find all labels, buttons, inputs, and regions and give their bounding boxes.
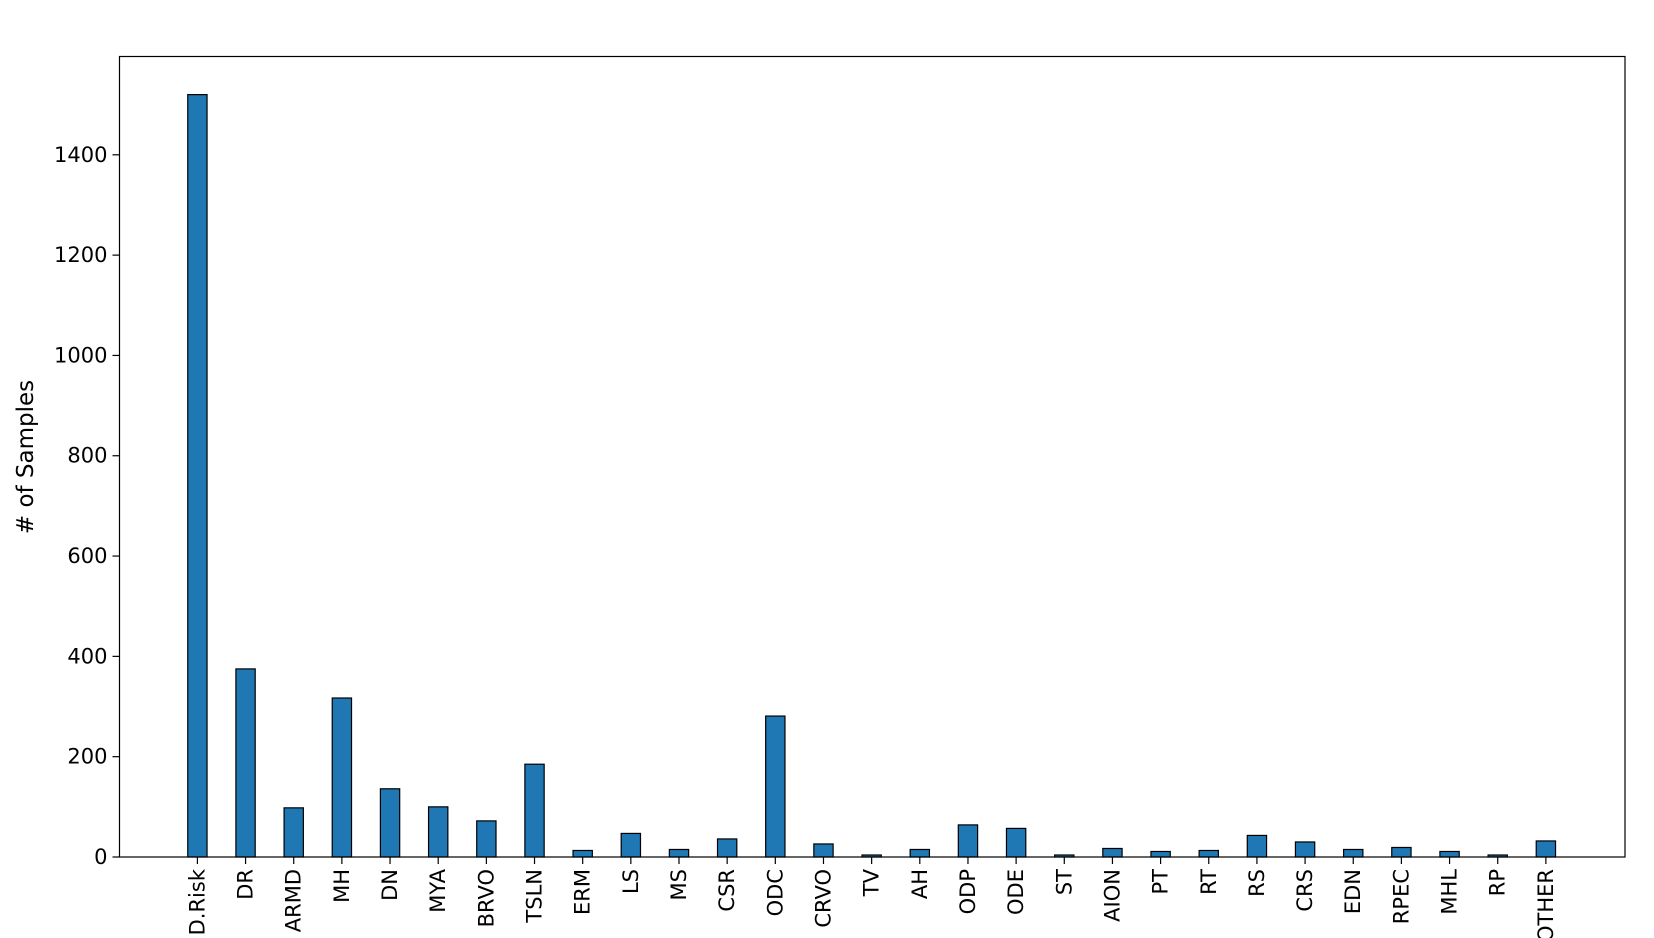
x-tick-label: CRS — [1293, 869, 1317, 912]
bar — [1294, 841, 1316, 858]
bar — [716, 838, 738, 858]
bar — [331, 697, 353, 858]
x-tick-label: TSLN — [523, 869, 547, 924]
x-tick-label: MS — [667, 869, 691, 900]
bar — [1102, 847, 1123, 858]
bar — [283, 807, 304, 858]
bar — [909, 848, 931, 858]
x-tick-label: RS — [1245, 869, 1269, 897]
bar — [620, 832, 642, 858]
bar — [813, 843, 834, 858]
y-tick-label: 600 — [67, 544, 107, 568]
y-tick-label: 1200 — [54, 243, 107, 267]
x-tick-label: ODP — [956, 869, 980, 914]
x-tick-label: MHL — [1438, 869, 1462, 915]
x-tick-label: DN — [378, 869, 402, 901]
x-tick-label: ST — [1052, 869, 1076, 895]
x-tick-label: ARMD — [282, 869, 306, 932]
bar — [379, 788, 401, 858]
x-tick-label: OTHER — [1534, 869, 1558, 938]
y-tick-label: 0 — [94, 845, 107, 869]
x-tick-label: TV — [860, 868, 884, 897]
bar — [1535, 840, 1557, 858]
y-axis-label: # of Samples — [13, 380, 39, 534]
x-tick-label: MYA — [426, 868, 450, 912]
y-tick-label: 1400 — [54, 143, 107, 167]
bar — [524, 763, 545, 858]
x-tick-label: RT — [1197, 869, 1221, 895]
y-tick-label: 800 — [67, 444, 107, 468]
x-tick-label: PT — [1149, 869, 1173, 895]
bar — [476, 820, 497, 858]
x-tick-label: RP — [1486, 869, 1510, 896]
x-tick-label: ODC — [763, 869, 787, 916]
bar — [957, 824, 979, 858]
bar — [1005, 827, 1027, 858]
x-tick-label: DR — [234, 869, 258, 900]
y-tick-label: 1000 — [54, 343, 107, 367]
y-tick-label: 400 — [67, 644, 107, 668]
bar — [187, 94, 208, 858]
x-tick-label: EDN — [1341, 869, 1365, 914]
bar — [572, 849, 593, 858]
bar — [1198, 849, 1220, 858]
bar — [1391, 846, 1412, 858]
x-tick-label: CRVO — [811, 869, 835, 928]
x-tick-label: RPEC — [1389, 869, 1413, 924]
x-tick-label: CSR — [715, 869, 739, 912]
bar — [1342, 848, 1364, 858]
y-tick-label: 200 — [67, 745, 107, 769]
bar — [765, 715, 786, 858]
x-tick-label: D.Risk — [185, 868, 209, 935]
x-tick-label: AION — [1100, 869, 1124, 922]
bar — [668, 848, 690, 858]
bar — [1150, 850, 1171, 858]
bar — [1246, 834, 1268, 858]
x-tick-label: LS — [619, 869, 643, 894]
x-tick-label: MH — [330, 869, 354, 903]
x-tick-label: AH — [908, 869, 932, 899]
x-tick-label: ERM — [571, 869, 595, 915]
x-tick-label: BRVO — [474, 869, 498, 927]
bar — [427, 806, 449, 858]
plot-frame — [118, 55, 1626, 858]
bar — [235, 668, 256, 858]
x-tick-label: ODE — [1004, 869, 1028, 915]
bar — [1439, 850, 1460, 858]
